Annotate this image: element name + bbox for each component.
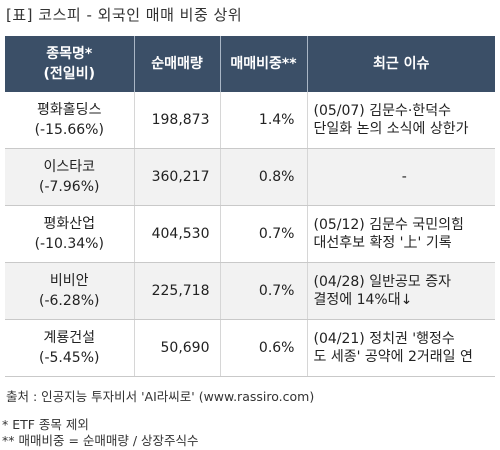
table-row: 이스타코 (-7.96%) 360,217 0.8% - [5,148,495,206]
stock-change: (-5.45%) [39,350,100,366]
stock-cell: 평화홀딩스 (-15.66%) [5,92,135,149]
stock-name: 계룡건설 [43,330,96,346]
stock-cell: 평화산업 (-10.34%) [5,205,135,263]
net-volume: 50,690 [134,319,221,377]
news-cell: (05/07) 김문수·한덕수 단일화 논의 소식에 상한가 [307,92,495,149]
header-ratio: 매매비중** [220,36,308,92]
news-cell: (05/12) 김문수 국민의힘 대선후보 확정 '上' 기록 [307,205,495,263]
stock-name: 평화산업 [43,216,96,232]
table-row: 비비안 (-6.28%) 225,718 0.7% (04/28) 일반공모 증… [5,262,495,320]
table-row: 평화산업 (-10.34%) 404,530 0.7% (05/12) 김문수 … [5,205,495,263]
ratio: 0.6% [220,319,308,377]
news-line2: 대선후보 확정 '上' 기록 [313,235,452,251]
header-news: 최근 이슈 [307,36,495,92]
news-line1: (04/21) 정치권 '행정수 [313,331,455,347]
stock-change: (-10.34%) [34,236,104,252]
footnote-etf: * ETF 종목 제외 [2,417,89,432]
news-cell: (04/21) 정치권 '행정수 도 세종' 공약에 2거래일 연 [307,319,495,377]
stock-cell: 계룡건설 (-5.45%) [5,319,135,377]
header-net-volume: 순매매량 [134,36,221,92]
net-volume: 225,718 [134,262,221,320]
ratio: 1.4% [220,92,308,149]
news-line2: 결정에 14%대↓ [313,292,413,308]
table-row: 계룡건설 (-5.45%) 50,690 0.6% (04/21) 정치권 '행… [5,319,495,377]
ratio: 0.7% [220,205,308,263]
foreign-trading-table: 종목명* (전일비) 순매매량 매매비중** 최근 이슈 평화홀딩스 (-15.… [5,36,495,377]
stock-change: (-15.66%) [34,122,104,138]
news-cell: - [307,148,495,206]
header-name-line2: (전일비) [43,66,95,82]
header-row: 종목명* (전일비) 순매매량 매매비중** 최근 이슈 [5,36,495,92]
net-volume: 198,873 [134,92,221,149]
stock-name: 비비안 [49,273,89,289]
news-line1: (05/07) 김문수·한덕수 [313,103,451,119]
stock-change: (-6.28%) [39,293,100,309]
news-line1: - [401,169,407,185]
news-line1: (05/12) 김문수 국민의힘 [313,217,464,233]
net-volume: 404,530 [134,205,221,263]
ratio: 0.7% [220,262,308,320]
news-line1: (04/28) 일반공모 증자 [313,274,451,290]
net-volume: 360,217 [134,148,221,206]
stock-name: 평화홀딩스 [37,102,102,118]
news-cell: (04/28) 일반공모 증자 결정에 14%대↓ [307,262,495,320]
news-line2: 도 세종' 공약에 2거래일 연 [313,349,473,365]
table-title: [표] 코스피 - 외국인 매매 비중 상위 [6,6,243,24]
table-row: 평화홀딩스 (-15.66%) 198,873 1.4% (05/07) 김문수… [5,92,495,149]
source-note: 출처 : 인공지능 투자비서 'AI라씨로' (www.rassiro.com) [6,389,315,404]
header-name-line1: 종목명* [46,46,93,62]
footnote-ratio: ** 매매비중 = 순매매량 / 상장주식수 [2,433,199,448]
news-line2: 단일화 논의 소식에 상한가 [313,121,469,137]
stock-cell: 비비안 (-6.28%) [5,262,135,320]
ratio: 0.8% [220,148,308,206]
stock-cell: 이스타코 (-7.96%) [5,148,135,206]
header-name: 종목명* (전일비) [5,36,135,92]
stock-change: (-7.96%) [39,179,100,195]
stock-name: 이스타코 [43,159,96,175]
